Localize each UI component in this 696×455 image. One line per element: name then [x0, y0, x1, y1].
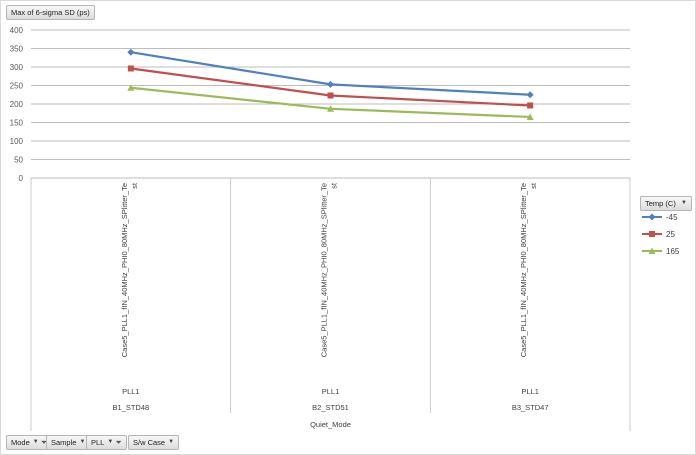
- chevron-down-icon: ▼: [168, 439, 175, 445]
- chevron-down-icon: ▼: [680, 200, 687, 206]
- filter-icon: ⏷: [115, 438, 122, 447]
- chevron-down-icon: ▼: [79, 439, 86, 445]
- sw-case-field-label: S/w Case: [133, 438, 166, 447]
- pll-field-button[interactable]: PLL ▼ ⏷: [86, 435, 127, 450]
- chevron-down-icon: ▼: [107, 439, 114, 445]
- legend-field-button[interactable]: Temp (C) ▼: [640, 196, 692, 211]
- mode-field-label: Mode: [11, 438, 30, 447]
- chevron-down-icon: ▼: [32, 439, 39, 445]
- values-field-label: Max of 6-sigma SD (ps): [11, 8, 90, 17]
- sw-case-field-button[interactable]: S/w Case ▼: [128, 435, 180, 450]
- sample-field-button[interactable]: Sample ▼: [46, 435, 91, 450]
- filter-icon: ⏷: [40, 438, 48, 447]
- values-field-button[interactable]: Max of 6-sigma SD (ps): [6, 5, 95, 20]
- sample-field-label: Sample: [51, 438, 77, 447]
- legend-field-label: Temp (C): [645, 199, 676, 208]
- pll-field-label: PLL: [91, 438, 105, 447]
